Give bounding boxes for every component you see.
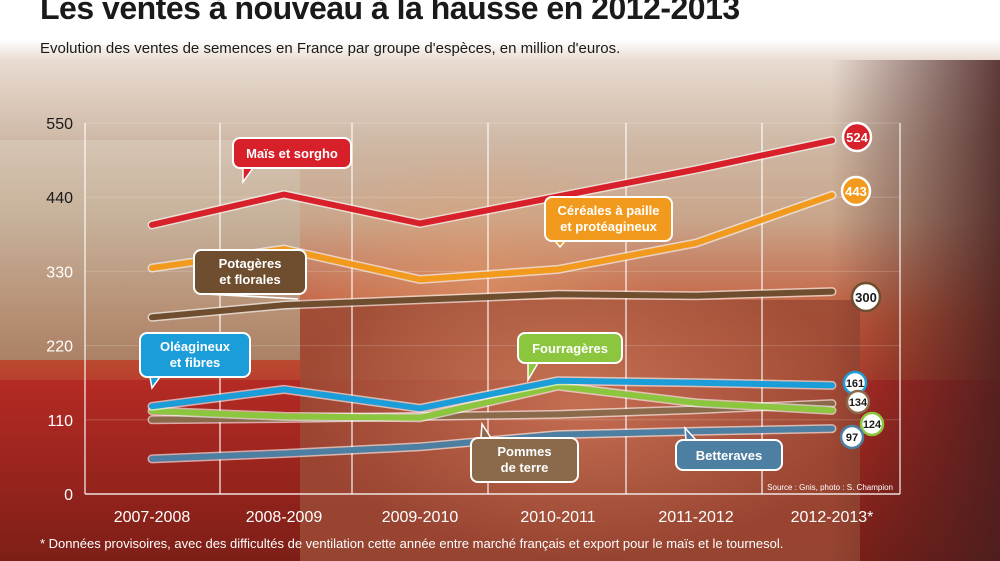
end-value-label: 134 xyxy=(849,397,868,409)
chart-title: Les ventes à nouveau à la hausse en 2012… xyxy=(40,0,740,26)
y-tick-label: 220 xyxy=(46,339,73,356)
x-tick-label: 2010-2011 xyxy=(520,509,595,526)
x-tick-label: 2011-2012 xyxy=(658,509,733,526)
series-name-label: et fibres xyxy=(170,355,221,370)
callout-box xyxy=(675,439,783,471)
series-name-label: Betteraves xyxy=(696,448,763,463)
y-tick-label: 0 xyxy=(64,487,73,504)
end-value-label: 524 xyxy=(846,130,868,145)
y-tick-label: 330 xyxy=(46,264,73,281)
end-value-label: 124 xyxy=(863,419,882,431)
end-value-marker xyxy=(841,121,873,153)
x-axis: 2007-2008 2008-2009 2009-2010 2010-2011 2011… xyxy=(114,509,874,526)
series-name-label: et protéagineux xyxy=(560,219,658,234)
y-tick-label: 550 xyxy=(46,116,73,133)
series-name-label: Maïs et sorgho xyxy=(246,146,338,161)
series-line xyxy=(149,383,835,421)
end-value-marker xyxy=(845,389,871,415)
callout-box xyxy=(517,332,623,364)
x-tick-label: 2008-2009 xyxy=(246,509,323,526)
series-name-label: Céréales à paille xyxy=(558,203,660,218)
chart-subtitle: Evolution des ventes de semences en Fran… xyxy=(40,40,621,57)
series-line xyxy=(149,288,835,321)
callout-box xyxy=(232,137,352,169)
series-line xyxy=(149,137,835,228)
end-value-marker xyxy=(840,175,872,207)
callout-box xyxy=(470,437,579,483)
end-value-label: 97 xyxy=(846,432,858,444)
series-line xyxy=(149,377,835,412)
callout-pointer xyxy=(480,421,493,439)
callout-pointer xyxy=(527,362,540,383)
end-value-label: 161 xyxy=(846,378,864,390)
series-name-label: Oléagineux xyxy=(160,339,231,354)
series-name-label: Pommes xyxy=(497,444,551,459)
y-tick-label: 440 xyxy=(46,190,73,207)
series-name-label: de terre xyxy=(501,460,549,475)
end-value-marker xyxy=(859,411,885,437)
series-name-label: et florales xyxy=(219,272,280,287)
series-name-label: Potagères xyxy=(219,256,282,271)
series-lines xyxy=(147,136,837,464)
callout-box xyxy=(544,196,673,242)
end-value-labels: 524 443 300 161 134 124 97 xyxy=(839,121,885,450)
x-tick-label: 2012-2013* xyxy=(791,509,874,526)
end-value-label: 443 xyxy=(845,184,867,199)
end-value-label: 300 xyxy=(855,290,877,305)
callout-box xyxy=(193,249,307,295)
x-tick-label: 2007-2008 xyxy=(114,509,191,526)
callout-pointer xyxy=(242,167,255,185)
footnote: * Données provisoires, avec des difficul… xyxy=(40,536,784,551)
end-value-marker xyxy=(839,424,865,450)
callout-pointer xyxy=(149,376,162,390)
x-tick-label: 2009-2010 xyxy=(382,509,459,526)
end-value-marker xyxy=(850,281,882,313)
series-name-label: Fourragères xyxy=(532,341,608,356)
y-tick-label: 110 xyxy=(47,413,73,430)
callout-box xyxy=(139,332,251,378)
source-note: Source : Gnis, photo : S. Champion xyxy=(767,483,893,492)
y-axis: 0 110 220 330 440 550 xyxy=(46,116,73,504)
